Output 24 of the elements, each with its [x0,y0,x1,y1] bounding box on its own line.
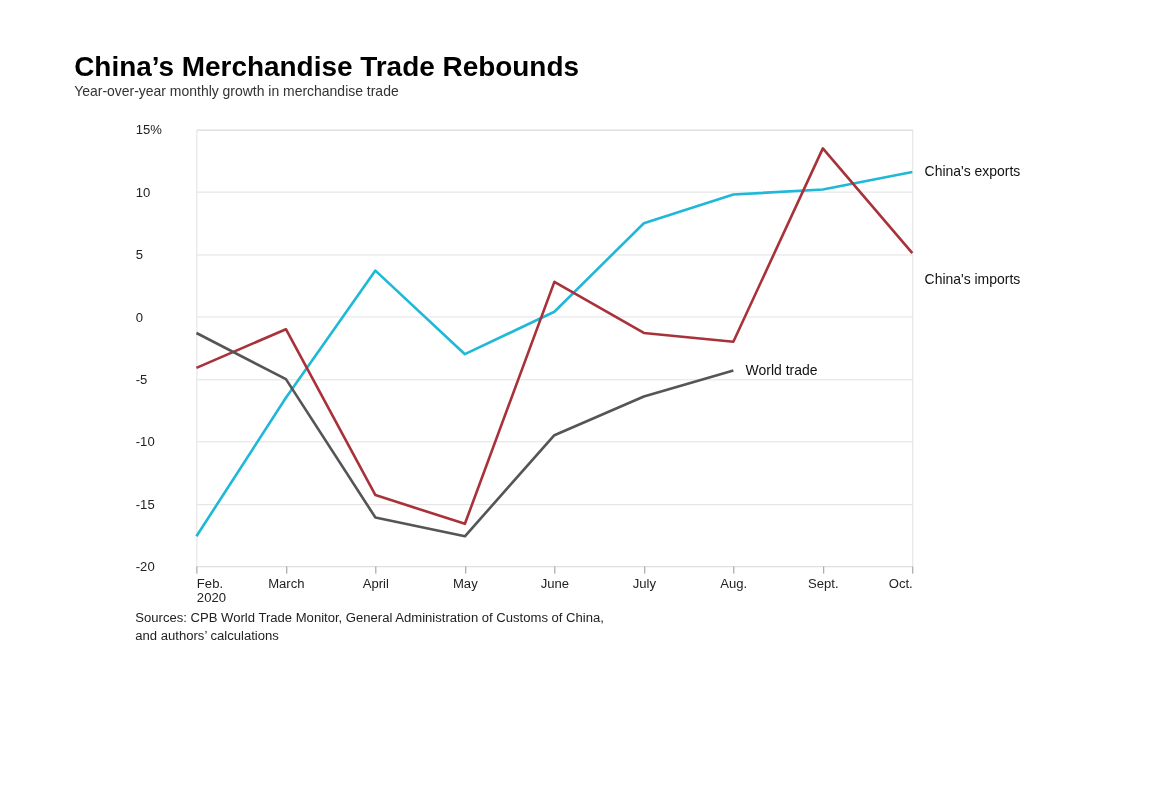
x-tick-label: Sept. [808,575,839,591]
y-tick-label: 0 [135,309,144,325]
x-tick-label: July [632,575,657,591]
line-series [195,331,735,538]
series-label: China's exports [924,163,1021,180]
y-tick-label: -5 [135,371,148,387]
y-tick-label: 15% [135,122,163,138]
y-tick-label: -20 [135,559,155,574]
y-tick-label: 5 [135,247,144,263]
x-tick-label: March [268,575,305,591]
chart-subtitle: Year-over-year monthly growth in merchandise trade [74,82,399,99]
x-tick-label: June [540,575,569,591]
chart-title: China’s Merchandise Trade Rebounds [74,50,579,82]
x-tick-label: May [452,575,479,591]
source-note: Sources: CPB World Trade Monitor, General Administration of Customs of China, and authors’ calculations [135,610,604,643]
x-tick-label: Feb. 2020 [196,575,226,606]
series-label: World trade [745,361,818,378]
y-tick-label: 10 [135,184,151,200]
series-label: China's imports [924,270,1021,287]
y-tick-label: -10 [135,434,155,450]
x-tick-label: Aug. [720,575,748,591]
x-tick-label: April [362,575,390,591]
y-tick-label: -15 [135,496,155,512]
x-tick-label: Oct. [888,575,913,591]
